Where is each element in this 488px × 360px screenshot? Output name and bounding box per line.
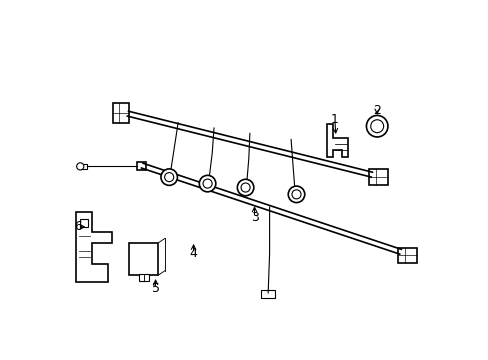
Text: 2: 2: [372, 104, 380, 117]
Text: 5: 5: [151, 282, 159, 295]
Circle shape: [237, 179, 253, 196]
Bar: [112, 103, 129, 123]
Circle shape: [161, 169, 177, 185]
Circle shape: [370, 120, 383, 133]
Polygon shape: [76, 212, 112, 282]
Bar: [80, 163, 87, 169]
Text: 6: 6: [74, 220, 82, 233]
Circle shape: [164, 172, 173, 182]
Bar: [397, 248, 416, 263]
Circle shape: [199, 175, 215, 192]
Circle shape: [203, 179, 212, 188]
Bar: [139, 274, 148, 281]
Bar: [260, 291, 274, 298]
Bar: [129, 243, 158, 275]
Bar: [137, 162, 145, 170]
Circle shape: [291, 190, 301, 199]
Bar: [368, 170, 387, 185]
Circle shape: [366, 116, 387, 137]
Text: 4: 4: [189, 247, 197, 260]
Circle shape: [77, 163, 83, 170]
Circle shape: [287, 186, 304, 203]
Bar: [80, 220, 88, 226]
Polygon shape: [326, 125, 348, 157]
Text: 1: 1: [330, 113, 338, 126]
Circle shape: [241, 183, 249, 192]
Text: 3: 3: [250, 211, 258, 224]
